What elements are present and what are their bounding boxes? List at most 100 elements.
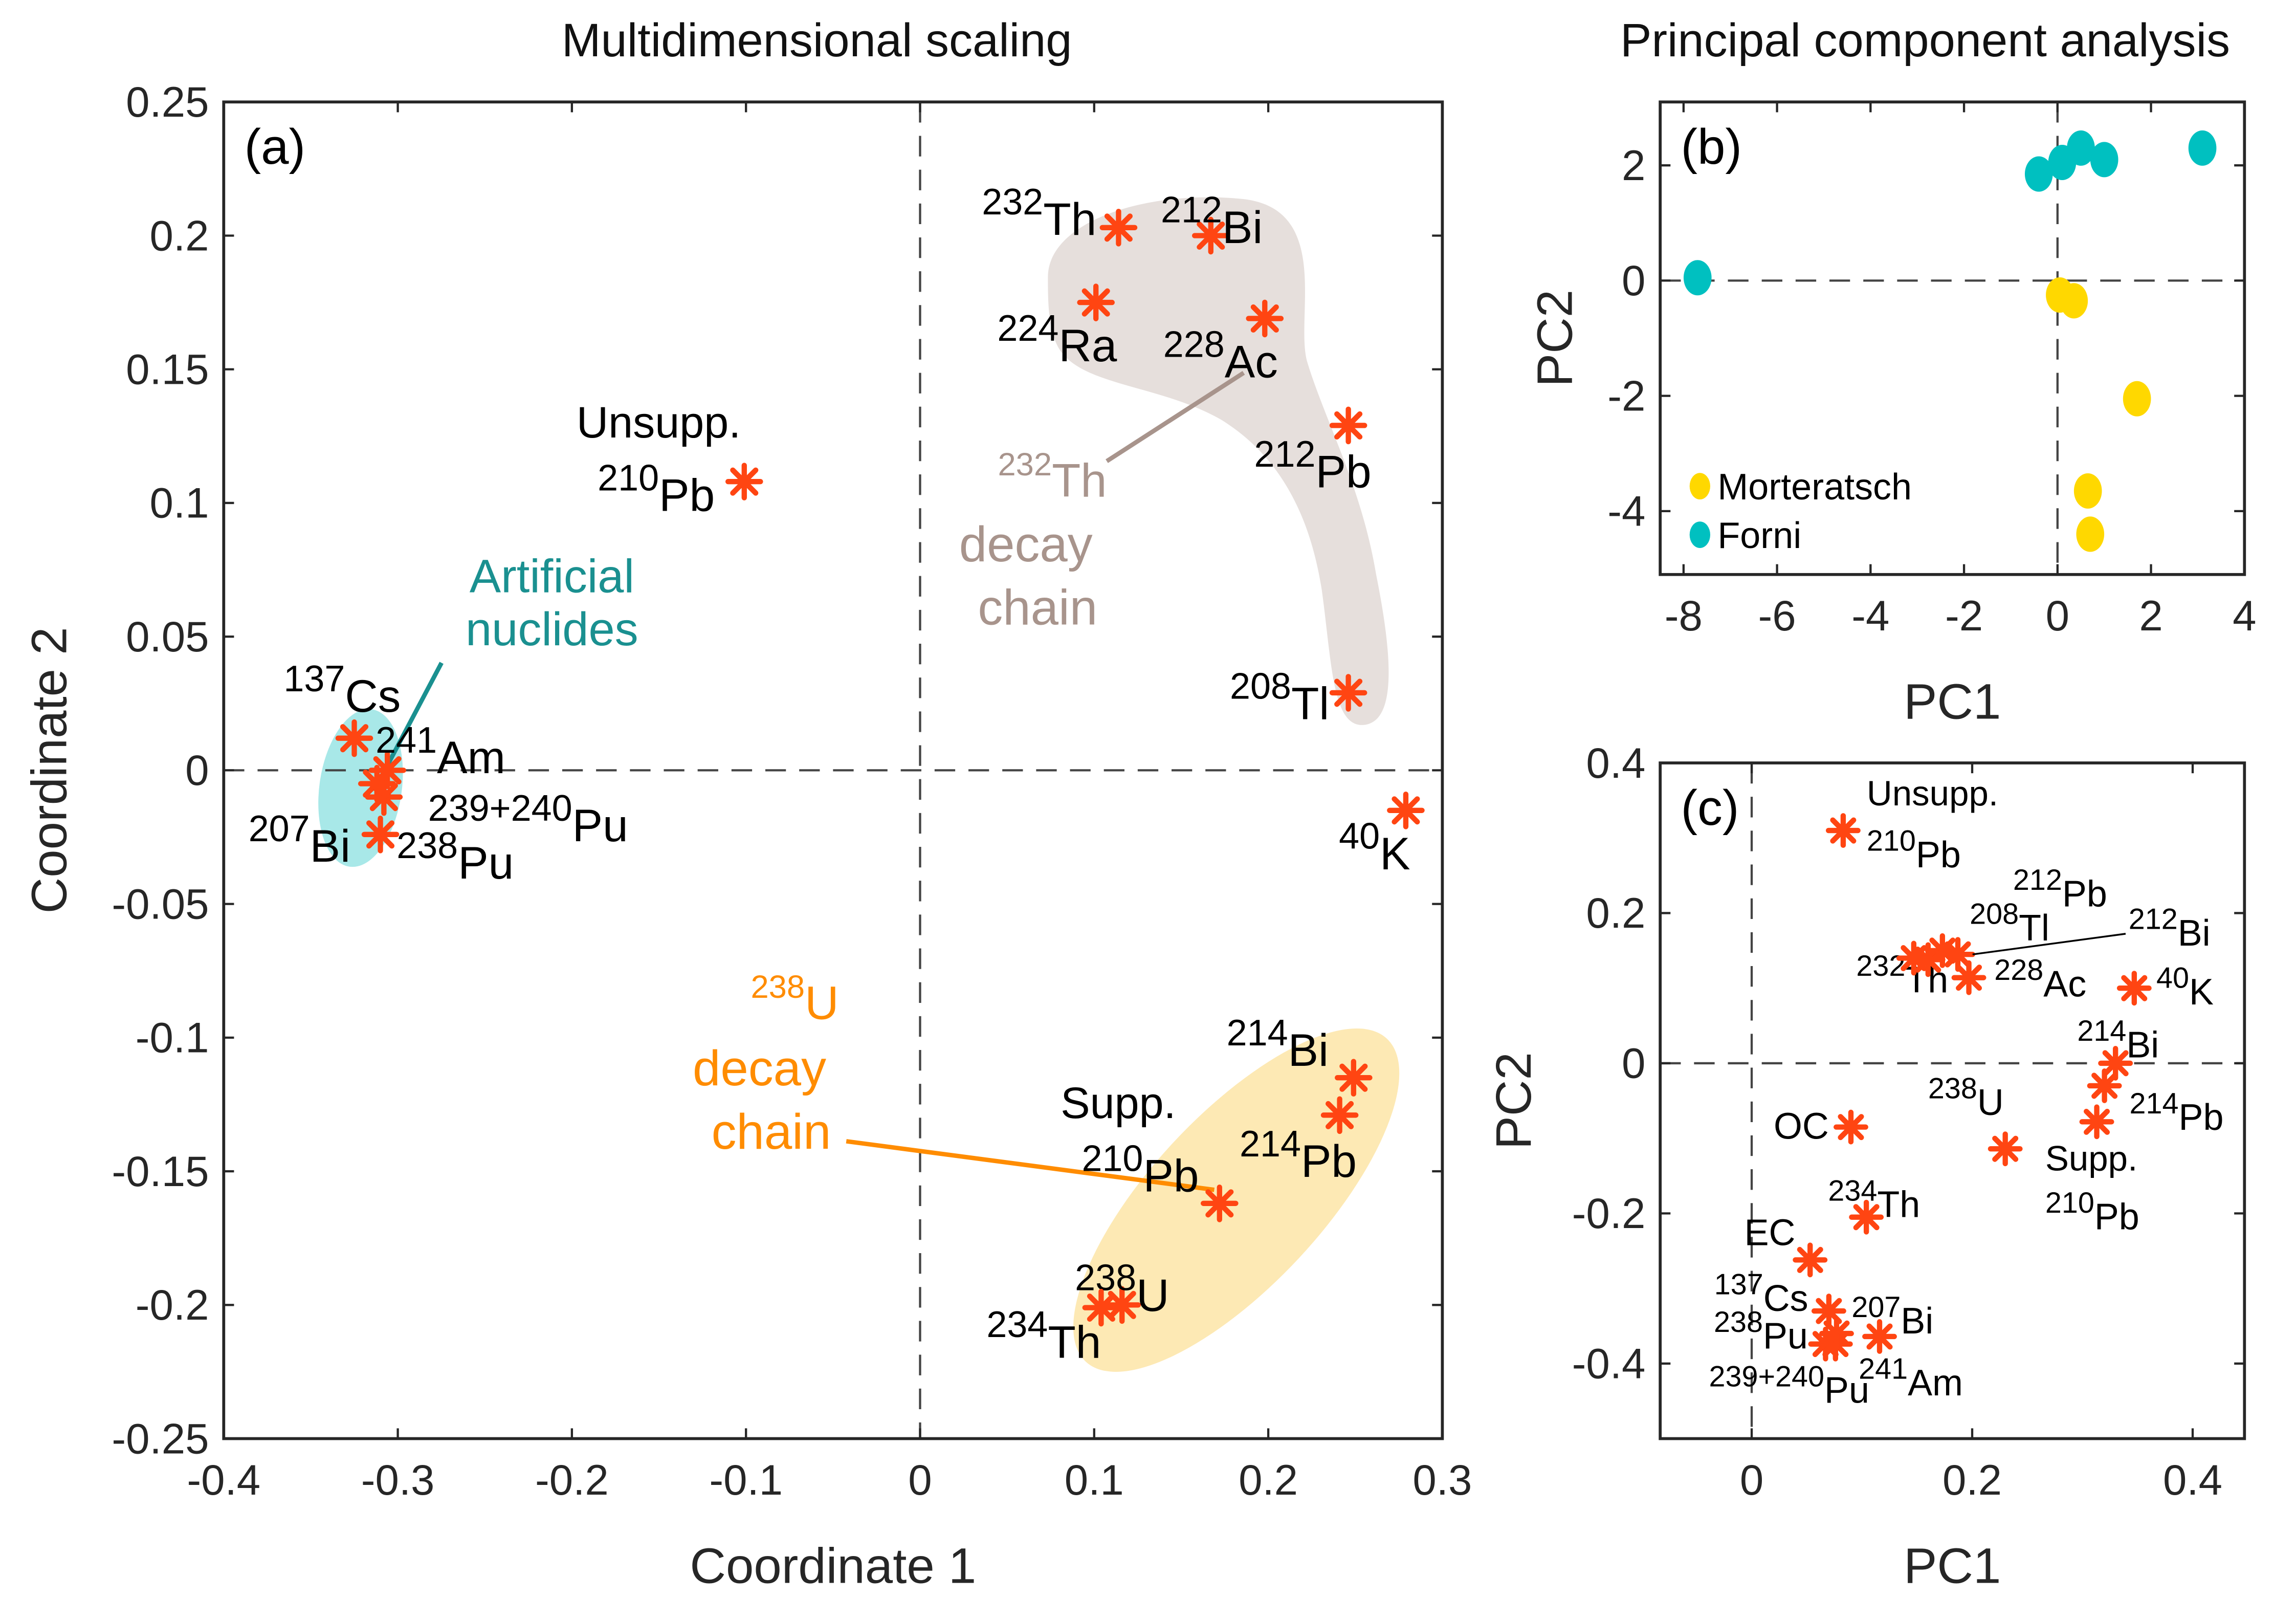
asterisk-stroke: [730, 467, 759, 496]
x-tick-label: -0.3: [361, 1456, 435, 1504]
asterisk-stroke: [1104, 213, 1133, 242]
point-label: 207Bi: [1851, 1291, 1933, 1342]
mass-number: 214: [1240, 1124, 1301, 1165]
asterisk-stroke: [1830, 817, 1857, 844]
asterisk-stroke: [1334, 678, 1363, 707]
point-label: 210Pb: [1081, 1139, 1199, 1201]
asterisk-stroke: [1956, 965, 1982, 991]
asterisk-stroke: [366, 820, 395, 849]
y-tick-label: 0: [1622, 256, 1645, 304]
x-tick-label: -0.2: [535, 1456, 609, 1504]
point-label: 232Th: [982, 182, 1096, 245]
y-tick-label: -0.25: [112, 1414, 209, 1462]
y-axis-label: PC2: [1485, 1052, 1541, 1149]
x-tick-label: 0: [908, 1456, 932, 1504]
legend-marker-morteratsch: [1689, 473, 1710, 500]
y-tick-label: -2: [1607, 371, 1645, 420]
mass-number: 207: [1851, 1291, 1901, 1324]
asterisk-marker: [1329, 674, 1367, 712]
x-tick-label: -6: [1758, 592, 1796, 640]
element-symbol: Th: [1048, 1316, 1101, 1367]
element-symbol: Ra: [1058, 320, 1117, 371]
point-label: 214Bi: [2077, 1015, 2159, 1065]
point-label: 238U: [1928, 1072, 2004, 1123]
mass-number: 210: [598, 458, 659, 499]
asterisk-stroke: [1197, 221, 1225, 250]
element-symbol: EC: [1745, 1213, 1796, 1254]
mass-number: 228: [1163, 324, 1225, 365]
asterisk-marker: [2079, 1104, 2114, 1140]
th-chain-leader-line: [1106, 371, 1245, 463]
asterisk-marker: [358, 764, 396, 803]
x-tick-label: 2: [2139, 592, 2162, 640]
legend-label-morteratsch: Morteratsch: [1717, 467, 1912, 508]
x-tick-label: 0: [1740, 1456, 1763, 1504]
mass-number: 214: [1227, 1013, 1288, 1054]
element-symbol: K: [2189, 972, 2214, 1013]
morteratsch-point: [2123, 381, 2151, 417]
x-tick-label: -0.4: [187, 1456, 260, 1504]
asterisk-stroke: [1838, 1114, 1864, 1141]
point-label: 137Cs: [283, 659, 401, 721]
element-symbol: U: [1136, 1269, 1169, 1321]
point-label: 210Pb: [1867, 825, 1961, 875]
asterisk-stroke: [1334, 411, 1363, 440]
u-chain-leader-line: [846, 1139, 1215, 1192]
element-symbol: Pb: [1143, 1150, 1199, 1201]
asterisk-marker: [2116, 971, 2152, 1006]
mass-number: 210: [1081, 1139, 1143, 1179]
element-symbol: U: [805, 977, 838, 1030]
asterisk-marker: [1849, 1199, 1884, 1235]
asterisk-stroke: [1081, 288, 1110, 317]
point-label: 214Pb: [2130, 1087, 2224, 1138]
y-tick-label: -0.2: [1572, 1189, 1646, 1237]
point-label: OC: [1774, 1106, 1829, 1147]
y-tick-label: -0.15: [112, 1147, 209, 1195]
panel-letter: (c): [1681, 779, 1739, 836]
element-symbol: Tl: [1291, 678, 1329, 729]
point-label: 224Ra: [997, 308, 1117, 371]
mass-number: 208: [1970, 898, 2019, 931]
mass-number: 214: [2130, 1087, 2179, 1120]
element-symbol: Pb: [659, 470, 715, 521]
element-symbol: Th: [1877, 1185, 1920, 1225]
x-tick-label: 0.1: [1065, 1456, 1124, 1504]
y-tick-label: -4: [1607, 487, 1645, 535]
element-symbol: Pb: [1916, 835, 1961, 875]
asterisk-stroke: [1797, 1246, 1823, 1273]
u-chain-label-line3: chain: [712, 1103, 831, 1159]
forni-point: [2024, 156, 2053, 192]
asterisk-marker: [1329, 406, 1367, 445]
point-label: 40K: [2156, 961, 2214, 1012]
u-decay-chain-region: [1073, 1028, 1400, 1372]
asterisk-stroke: [1992, 1135, 2019, 1162]
element-symbol: Tl: [2019, 908, 2049, 949]
mass-number: 238: [1075, 1258, 1136, 1299]
asterisk-stroke: [1823, 1320, 1850, 1347]
th-chain-label: 232Th: [998, 447, 1107, 507]
asterisk-marker: [1320, 1096, 1359, 1134]
asterisk-stroke: [1945, 941, 1971, 968]
asterisk-marker: [1077, 283, 1115, 321]
artificial-label-line1: Artificial: [470, 550, 634, 602]
y-axis-label: PC2: [1527, 290, 1583, 387]
point-label: 210Pb: [2045, 1187, 2139, 1237]
forni-point: [2188, 130, 2217, 166]
forni-point: [2090, 142, 2118, 178]
asterisk-stroke: [340, 724, 369, 753]
mass-number: 207: [249, 808, 310, 849]
asterisk-marker: [1387, 791, 1425, 829]
element-symbol: Am: [1908, 1363, 1963, 1404]
x-tick-label: 0.2: [1942, 1456, 2002, 1504]
mass-number: 212: [1161, 190, 1222, 231]
y-tick-label: 0.15: [126, 345, 209, 393]
mass-number: 212: [2129, 903, 2178, 936]
y-tick-label: 0.2: [1586, 889, 1645, 937]
element-symbol: OC: [1774, 1106, 1829, 1147]
x-tick-label: 0: [2046, 592, 2069, 640]
element-symbol: K: [1380, 828, 1410, 879]
title-pca: Principal component analysis: [1620, 14, 2230, 67]
y-tick-label: -0.2: [136, 1281, 209, 1329]
element-symbol: Pu: [1763, 1316, 1808, 1356]
